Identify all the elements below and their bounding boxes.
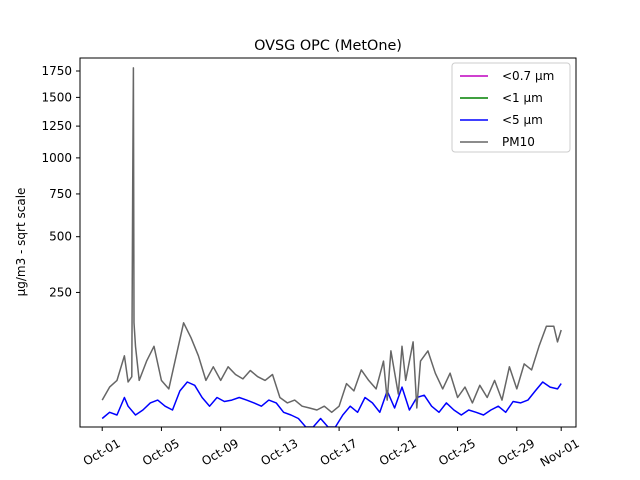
y-axis-label: µg/m3 - sqrt scale	[14, 188, 28, 297]
legend: <0.7 µm <1 µm <5 µm PM10	[451, 62, 571, 153]
series-line-2	[101, 381, 562, 427]
series-layer	[101, 67, 562, 427]
y-tick-label: 1500	[41, 90, 72, 104]
legend-label-1: <1 µm	[502, 91, 543, 105]
legend-box	[451, 62, 571, 153]
y-tick-label: 1750	[41, 64, 72, 78]
legend-items: <0.7 µm <1 µm <5 µm PM10	[460, 69, 554, 149]
y-tick-label: 500	[49, 230, 72, 244]
plot-area	[79, 57, 577, 428]
axes-frame	[79, 57, 577, 428]
y-tick-label: 1250	[41, 119, 72, 133]
y-tick-label: 250	[49, 285, 72, 299]
series-line-3	[101, 67, 562, 414]
y-tick-label: 1000	[41, 151, 72, 165]
y-axis-ticks: 250 500 750 1000 1250 1500 1750	[41, 64, 80, 299]
legend-label-0: <0.7 µm	[502, 69, 554, 83]
legend-label-2: <5 µm	[502, 113, 543, 127]
y-tick-label: 750	[49, 187, 72, 201]
chart-title: OVSG OPC (MetOne)	[254, 38, 402, 54]
legend-label-3: PM10	[502, 135, 535, 149]
